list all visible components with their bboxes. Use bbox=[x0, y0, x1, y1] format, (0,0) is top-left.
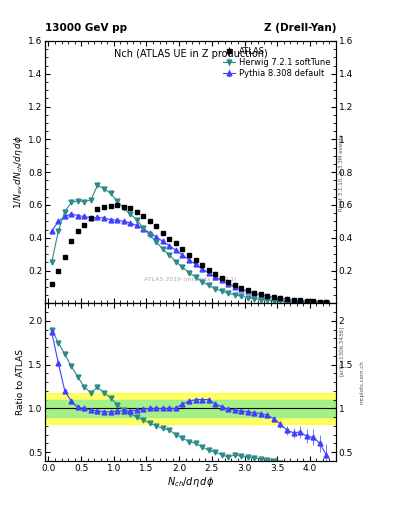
Legend: ATLAS, Herwig 7.2.1 softTune, Pythia 8.308 default: ATLAS, Herwig 7.2.1 softTune, Pythia 8.3… bbox=[221, 45, 332, 80]
Text: ATLAS 2019 (mcplots 2019.1): ATLAS 2019 (mcplots 2019.1) bbox=[144, 278, 237, 282]
Text: [arXiv:1306.3436]: [arXiv:1306.3436] bbox=[339, 326, 344, 376]
Y-axis label: Ratio to ATLAS: Ratio to ATLAS bbox=[16, 349, 25, 415]
Text: Nch (ATLAS UE in Z production): Nch (ATLAS UE in Z production) bbox=[114, 49, 268, 59]
Text: 13000 GeV pp: 13000 GeV pp bbox=[45, 23, 127, 33]
Text: mcplots.cern.ch: mcplots.cern.ch bbox=[359, 360, 364, 404]
X-axis label: $N_{ch}/d\eta\,d\phi$: $N_{ch}/d\eta\,d\phi$ bbox=[167, 475, 214, 489]
Text: Rivet 3.1.10, ≥ 3.3M events: Rivet 3.1.10, ≥ 3.3M events bbox=[339, 134, 344, 210]
Y-axis label: $1/N_{ev}\,dN_{ch}/d\eta\,d\phi$: $1/N_{ev}\,dN_{ch}/d\eta\,d\phi$ bbox=[12, 135, 25, 209]
Text: Z (Drell-Yan): Z (Drell-Yan) bbox=[264, 23, 336, 33]
